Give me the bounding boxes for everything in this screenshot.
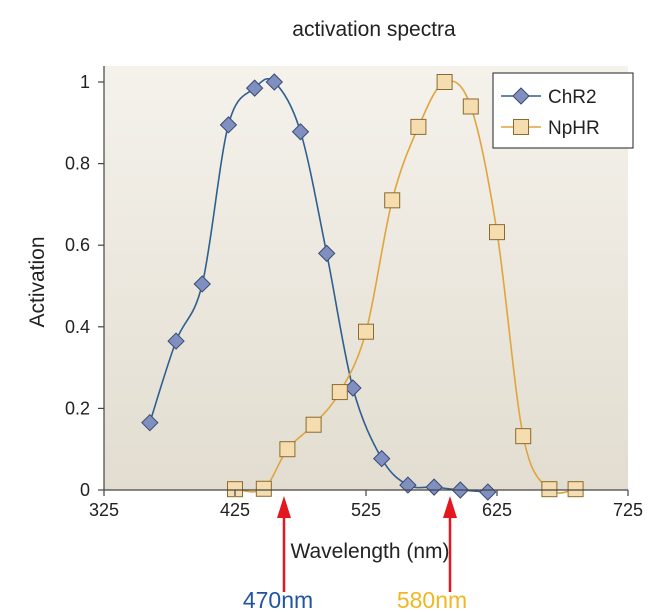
y-tick-label: 0.6 [65,235,90,255]
chart-title: activation spectra [292,18,456,41]
y-tick-label: 1 [80,72,90,92]
annotation-label: 470nm [243,587,313,612]
legend-marker-nphr [513,119,529,135]
nphr-point [515,428,532,445]
chr2-point [425,478,443,496]
annotation-label: 580nm [397,587,467,612]
chr2-point [141,413,159,432]
chr2-point [479,483,497,501]
y-axis-label: Activation [26,236,49,327]
y-tick-label: 0 [80,480,90,500]
legend-label-chr2: ChR2 [548,87,597,108]
chr2-point [193,275,211,293]
nphr-point [462,98,479,115]
x-tick-label: 325 [89,500,119,520]
nphr-point [436,74,453,90]
axis-ticks: 325 425 525 625 725 0 0.2 0.4 0.6 0.8 1 [65,72,643,520]
legend-label-nphr: NpHR [548,118,600,139]
nphr-point [384,192,401,209]
chr2-point [245,79,264,97]
x-tick-label: 625 [482,500,512,520]
x-tick-label: 425 [220,500,250,520]
legend-box [492,72,634,149]
chr2-point [291,123,310,141]
chr2-point [399,476,417,494]
nphr-point [331,384,348,401]
legend-marker-chr2 [512,87,530,105]
x-tick-label: 725 [613,500,643,520]
x-tick-label: 525 [351,500,381,520]
annotation-arrow-head [277,496,291,518]
chr2-point [317,244,336,263]
legend: ChR2 NpHR [492,72,634,149]
x-axis-label: Wavelength (nm) [290,540,449,563]
nphr-point [541,481,558,498]
nphr-point [489,224,505,241]
chr2-point [373,449,391,468]
series-markers [141,73,584,501]
y-tick-label: 0.2 [65,398,90,418]
nphr-point [305,416,322,433]
nphr-point [410,118,427,135]
nphr-point [279,441,296,458]
y-tick-label: 0.8 [65,154,90,174]
wavelength-annotations: 470nm 580nm [243,496,467,612]
chr2-point [265,73,284,91]
y-tick-label: 0.4 [65,317,90,337]
nphr-point [358,323,374,340]
chr2-point [167,332,185,350]
nphr-point [227,481,243,498]
nphr-point [255,480,272,497]
annotation-arrow-head [443,496,457,518]
nphr-point [567,481,584,498]
chr2-point [219,116,238,134]
